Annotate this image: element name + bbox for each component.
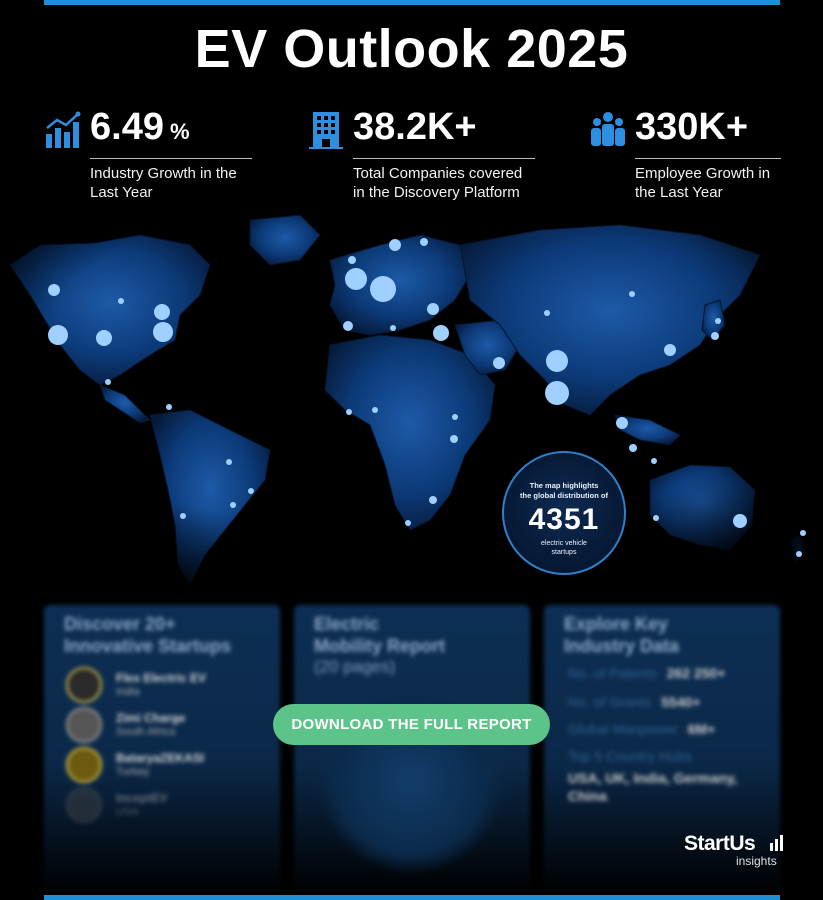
- card-startups: Discover 20+ Innovative Startups Flex Ele…: [44, 605, 280, 895]
- stat-value: 330K+: [635, 106, 749, 148]
- card-title: Electric Mobility Report: [314, 614, 445, 656]
- download-report-button[interactable]: DOWNLOAD THE FULL REPORT: [273, 704, 550, 745]
- card-title: Discover 20+ Innovative Startups: [64, 614, 232, 656]
- data-row: No. of Patents 262 250+: [568, 665, 726, 681]
- startup-item: InceptEV USA: [66, 787, 276, 827]
- signal-bars-icon: [770, 835, 783, 851]
- startup-dots: [48, 238, 806, 557]
- data-row: No. of Grants 5540+: [568, 694, 701, 710]
- startup-item: Zimi Charge South Africa: [66, 707, 276, 747]
- stat-label: Industry Growth in the Last Year: [90, 165, 237, 201]
- stat-label: Employee Growth in the Last Year: [635, 165, 771, 201]
- data-row: Global Manpower 6M+: [568, 721, 716, 737]
- stat-divider: [90, 158, 252, 159]
- top-accent-bar: [44, 0, 780, 5]
- startup-logo: [66, 787, 102, 823]
- stat-divider: [635, 158, 781, 159]
- badge-subcaption: electric vehicle startups: [541, 540, 587, 556]
- growth-chart-icon: [46, 111, 81, 148]
- preview-cards: Discover 20+ Innovative Startups Flex Ele…: [0, 600, 823, 895]
- card-title: Explore Key Industry Data: [564, 614, 680, 656]
- card-industry-data: Explore Key Industry Data No. of Patents 2…: [544, 605, 780, 895]
- stat-divider: [353, 158, 535, 159]
- stat-value: 6.49%: [90, 106, 190, 148]
- startup-item: Flex Electric EV India: [66, 667, 276, 707]
- card-report: Electric Mobility Report (20 pages): [294, 605, 530, 895]
- hubs-label: Top 5 Country Hubs: [568, 748, 692, 764]
- startus-logo: StartUs insights: [684, 832, 784, 868]
- hubs-list: USA, UK, India, Germany, China: [568, 770, 738, 804]
- startup-count-badge: The map highlights the global distributio…: [502, 451, 626, 575]
- bottom-accent-bar: [44, 895, 780, 900]
- report-pages: (20 pages): [314, 657, 396, 676]
- startup-item: BataryaZEKASI Turkey: [66, 747, 276, 787]
- stat-value: 38.2K+: [353, 106, 477, 148]
- badge-caption: The map highlights the global distributio…: [520, 481, 608, 500]
- employees-icon: [591, 112, 625, 146]
- startup-logo: [66, 667, 102, 703]
- badge-number: 4351: [528, 503, 600, 536]
- page-title: EV Outlook 2025: [194, 19, 629, 79]
- world-map: [0, 205, 823, 595]
- stat-label: Total Companies covered in the Discovery …: [353, 165, 523, 201]
- building-icon: [309, 112, 343, 149]
- startup-logo: [66, 707, 102, 743]
- startup-logo: [66, 747, 102, 783]
